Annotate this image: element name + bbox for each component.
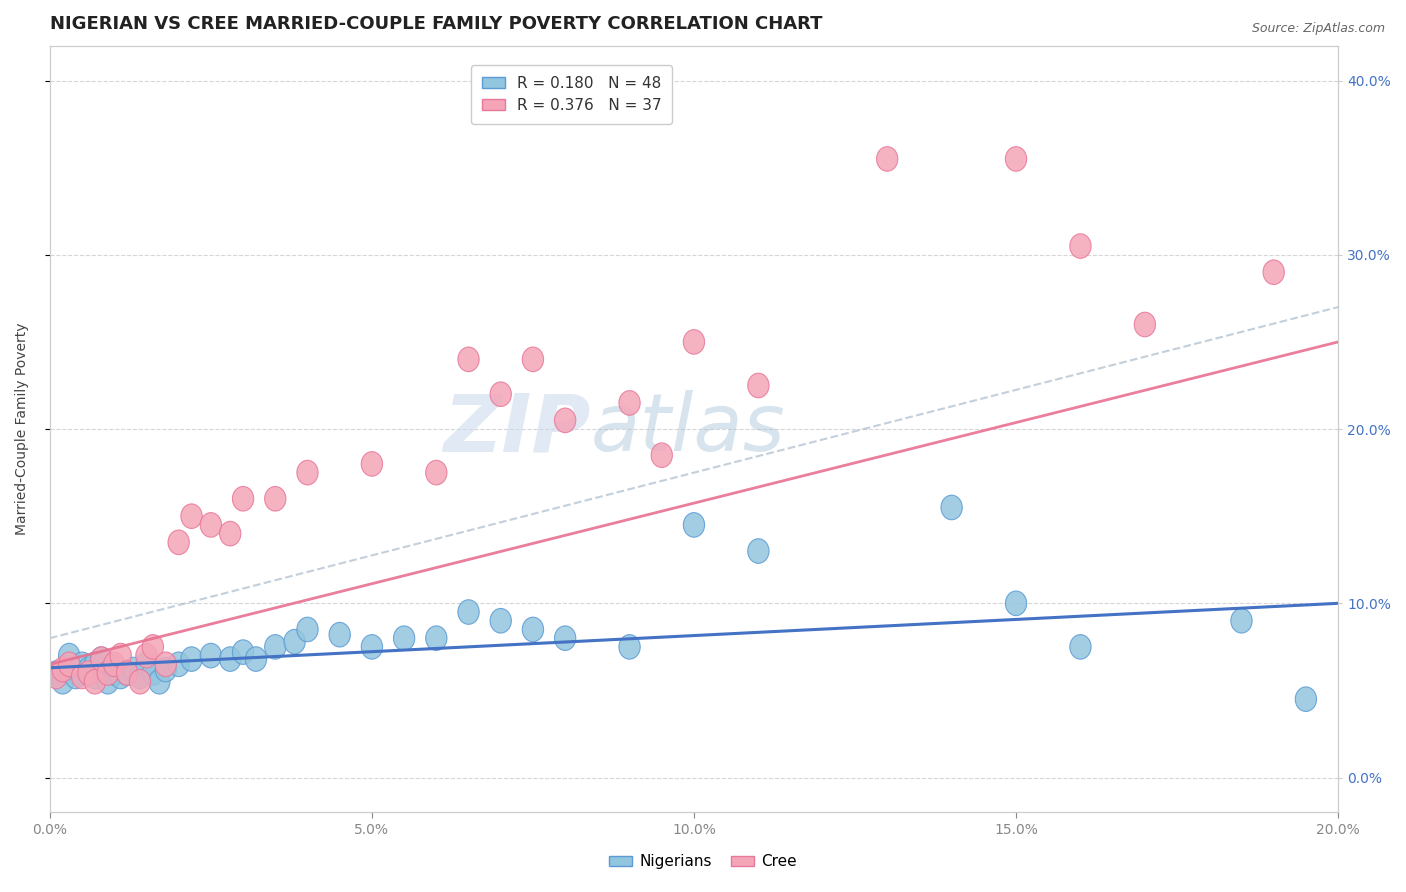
Ellipse shape [142, 661, 163, 685]
Ellipse shape [97, 670, 118, 694]
Ellipse shape [136, 643, 157, 668]
Ellipse shape [91, 647, 112, 672]
Ellipse shape [426, 460, 447, 485]
Text: ZIP: ZIP [443, 390, 591, 468]
Ellipse shape [129, 665, 150, 689]
Ellipse shape [651, 443, 672, 467]
Ellipse shape [1135, 312, 1156, 337]
Ellipse shape [65, 665, 86, 689]
Ellipse shape [1070, 234, 1091, 259]
Ellipse shape [155, 652, 176, 677]
Ellipse shape [1005, 591, 1026, 615]
Ellipse shape [554, 408, 576, 433]
Ellipse shape [91, 661, 112, 685]
Ellipse shape [1295, 687, 1316, 712]
Ellipse shape [181, 504, 202, 528]
Ellipse shape [45, 661, 67, 685]
Ellipse shape [284, 630, 305, 654]
Ellipse shape [361, 451, 382, 476]
Ellipse shape [84, 665, 105, 689]
Ellipse shape [619, 391, 640, 415]
Ellipse shape [91, 647, 112, 672]
Ellipse shape [142, 634, 163, 659]
Ellipse shape [876, 146, 898, 171]
Ellipse shape [104, 652, 125, 677]
Ellipse shape [72, 661, 93, 685]
Ellipse shape [52, 657, 73, 681]
Text: atlas: atlas [591, 390, 786, 468]
Ellipse shape [297, 460, 318, 485]
Ellipse shape [200, 643, 222, 668]
Ellipse shape [59, 656, 80, 680]
Ellipse shape [297, 617, 318, 641]
Ellipse shape [72, 652, 93, 677]
Ellipse shape [59, 652, 80, 677]
Ellipse shape [458, 347, 479, 372]
Y-axis label: Married-Couple Family Poverty: Married-Couple Family Poverty [15, 323, 30, 535]
Ellipse shape [329, 623, 350, 647]
Ellipse shape [155, 657, 176, 681]
Ellipse shape [45, 665, 67, 689]
Ellipse shape [264, 634, 285, 659]
Ellipse shape [748, 373, 769, 398]
Ellipse shape [683, 330, 704, 354]
Ellipse shape [77, 661, 98, 685]
Ellipse shape [59, 643, 80, 668]
Legend: Nigerians, Cree: Nigerians, Cree [603, 848, 803, 875]
Ellipse shape [117, 661, 138, 685]
Ellipse shape [110, 665, 131, 689]
Ellipse shape [52, 670, 73, 694]
Ellipse shape [97, 661, 118, 685]
Ellipse shape [169, 530, 190, 555]
Text: Source: ZipAtlas.com: Source: ZipAtlas.com [1251, 22, 1385, 36]
Ellipse shape [491, 608, 512, 633]
Ellipse shape [245, 647, 267, 672]
Ellipse shape [84, 652, 105, 677]
Ellipse shape [122, 657, 145, 681]
Ellipse shape [522, 617, 544, 641]
Ellipse shape [104, 656, 125, 680]
Ellipse shape [264, 486, 285, 511]
Ellipse shape [219, 521, 240, 546]
Ellipse shape [232, 640, 253, 665]
Ellipse shape [72, 665, 93, 689]
Ellipse shape [748, 539, 769, 564]
Ellipse shape [1230, 608, 1253, 633]
Ellipse shape [1005, 146, 1026, 171]
Ellipse shape [361, 634, 382, 659]
Ellipse shape [426, 626, 447, 650]
Ellipse shape [1070, 634, 1091, 659]
Ellipse shape [1263, 260, 1284, 285]
Text: NIGERIAN VS CREE MARRIED-COUPLE FAMILY POVERTY CORRELATION CHART: NIGERIAN VS CREE MARRIED-COUPLE FAMILY P… [49, 15, 823, 33]
Ellipse shape [136, 652, 157, 677]
Ellipse shape [522, 347, 544, 372]
Ellipse shape [110, 643, 131, 668]
Ellipse shape [84, 670, 105, 694]
Ellipse shape [200, 513, 222, 537]
Ellipse shape [394, 626, 415, 650]
Ellipse shape [181, 647, 202, 672]
Ellipse shape [554, 626, 576, 650]
Ellipse shape [129, 670, 150, 694]
Ellipse shape [104, 661, 125, 685]
Ellipse shape [458, 599, 479, 624]
Ellipse shape [149, 670, 170, 694]
Ellipse shape [169, 652, 190, 677]
Ellipse shape [77, 657, 98, 681]
Ellipse shape [219, 647, 240, 672]
Legend: R = 0.180   N = 48, R = 0.376   N = 37: R = 0.180 N = 48, R = 0.376 N = 37 [471, 65, 672, 124]
Ellipse shape [232, 486, 253, 511]
Ellipse shape [491, 382, 512, 407]
Ellipse shape [683, 513, 704, 537]
Ellipse shape [117, 661, 138, 685]
Ellipse shape [941, 495, 962, 520]
Ellipse shape [619, 634, 640, 659]
